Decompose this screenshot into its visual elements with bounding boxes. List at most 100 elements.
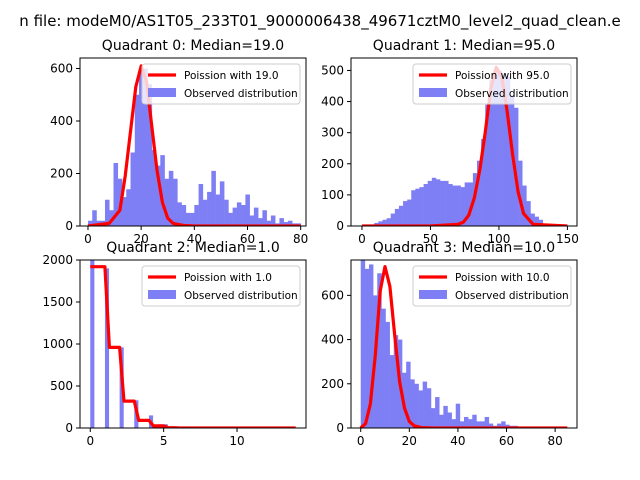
histogram-bar [164, 178, 170, 226]
histogram-bar [224, 199, 229, 226]
histogram-bar [422, 381, 428, 428]
y-tick-label: 300 [321, 126, 344, 140]
axes-frame [350, 259, 578, 429]
y-tick-label: 0 [65, 421, 73, 435]
histogram-bar [270, 215, 276, 226]
y-tick-label: 2000 [42, 253, 73, 267]
histogram-bar [460, 187, 465, 226]
histogram-bar [104, 199, 110, 226]
legend-bar-swatch [419, 290, 447, 299]
histogram-bar [444, 180, 449, 226]
histogram-bar [440, 180, 445, 226]
histogram-bar [455, 403, 461, 428]
y-tick-label: 200 [321, 377, 344, 391]
legend: Poission with 1.0 Observed distribution [141, 265, 301, 307]
histogram-bar [283, 222, 289, 226]
histogram-bar [485, 104, 490, 226]
x-tick-label: 0 [357, 434, 365, 448]
histogram-bar [245, 194, 250, 226]
histogram-bar [459, 421, 465, 428]
histogram-bar [419, 187, 424, 226]
histogram-bar [403, 201, 408, 226]
x-tick-label: 40 [450, 434, 465, 448]
poisson-curve-line [362, 65, 568, 226]
histogram-bar [364, 268, 370, 428]
histogram-bar [126, 189, 131, 226]
x-tick-label: 60 [499, 434, 514, 448]
x-tick-label: 10 [229, 434, 244, 448]
y-tick-label: 400 [321, 95, 344, 109]
legend-line-label: Poission with 1.0 [184, 272, 272, 284]
x-tick-label: 80 [293, 232, 308, 246]
x-tick-label: 150 [556, 232, 579, 246]
panel-quadrant-0: 0 20 40 60 80 0 200 400 600 Quadrant 0: Median=19… [50, 38, 308, 246]
histogram-bar [130, 152, 136, 226]
histogram-bar [505, 76, 511, 226]
x-tick-label: 100 [487, 232, 510, 246]
histogram-bar [505, 424, 510, 428]
histogram-bar [472, 414, 477, 428]
legend: Poission with 19.0 Observed distribution [141, 63, 301, 105]
histogram-bar [447, 412, 452, 428]
histogram-bar [386, 218, 392, 226]
histogram-bar [266, 220, 272, 226]
x-tick-label: 0 [358, 232, 366, 246]
histogram-bar [368, 264, 374, 428]
histogram-bar [160, 155, 165, 226]
y-tick-label: 600 [321, 288, 344, 302]
histogram-bar [381, 308, 386, 428]
histogram-bar [236, 202, 242, 226]
y-tick-label: 100 [321, 188, 344, 202]
legend-bar-swatch [148, 88, 176, 97]
histogram-bar [207, 191, 212, 226]
legend-bar-label: Observed distribution [184, 88, 298, 100]
histogram-bar [394, 208, 400, 226]
x-tick-label: 0 [86, 434, 94, 448]
histogram-bar [113, 163, 119, 226]
histogram-bar [526, 201, 531, 226]
histogram-bar [139, 68, 144, 226]
histogram-bar [493, 70, 498, 226]
y-tick-label: 200 [321, 157, 344, 171]
histogram-bar [147, 84, 153, 226]
histogram-bar [262, 210, 267, 226]
histogram-bar [530, 213, 535, 226]
legend-box [141, 265, 301, 307]
x-tick-label: 40 [187, 232, 202, 246]
histogram-bar [451, 419, 457, 428]
histogram-bar [464, 182, 470, 226]
histogram-bar [423, 184, 429, 226]
panel-title: Quadrant 1: Median=95.0 [373, 38, 555, 54]
histogram-bar [194, 205, 199, 226]
histogram-bar [518, 160, 523, 226]
histogram-bar [497, 423, 502, 428]
histogram-bar [410, 379, 415, 428]
axes-frame [79, 57, 307, 227]
histogram-bar [173, 178, 178, 226]
x-tick-label: 60 [240, 232, 255, 246]
legend-line-label: Poission with 95.0 [455, 70, 550, 82]
y-tick-label: 0 [336, 421, 344, 435]
y-tick-label: 0 [336, 219, 344, 233]
x-tick-label: 5 [160, 434, 168, 448]
poisson-curve-line [359, 265, 568, 428]
histogram-bar [232, 207, 238, 226]
histogram-bar [480, 421, 485, 428]
y-tick-label: 1500 [42, 295, 73, 309]
legend-bar-label: Observed distribution [184, 290, 298, 302]
histogram-bar [497, 70, 502, 226]
poisson-curve-line [90, 265, 296, 428]
histogram-bar [390, 213, 396, 226]
histogram-bar [211, 170, 216, 226]
histogram-bar [407, 199, 412, 226]
y-tick-label: 600 [50, 62, 73, 76]
histogram-bar [398, 205, 404, 226]
histogram-bar [258, 218, 263, 226]
histogram-bar [168, 170, 174, 226]
legend-bar-label: Observed distribution [455, 88, 569, 100]
histogram-bar [190, 212, 195, 226]
histogram-bar [215, 194, 221, 226]
histogram-bar [241, 205, 246, 226]
histogram-bar [253, 207, 259, 226]
histogram-bar [481, 138, 486, 226]
